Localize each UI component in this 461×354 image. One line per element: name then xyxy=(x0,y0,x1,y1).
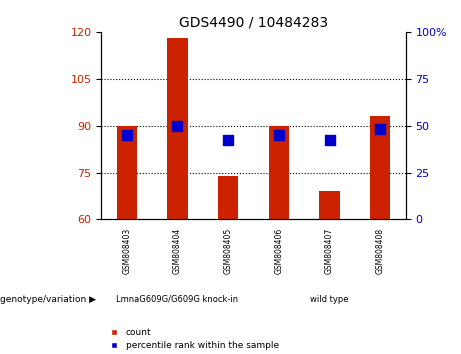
Title: GDS4490 / 10484283: GDS4490 / 10484283 xyxy=(179,15,328,29)
Point xyxy=(225,137,232,143)
Text: GSM808408: GSM808408 xyxy=(376,228,385,274)
Point xyxy=(123,132,130,138)
Text: GSM808407: GSM808407 xyxy=(325,228,334,274)
Point xyxy=(275,132,283,138)
Text: GSM808406: GSM808406 xyxy=(274,228,284,274)
Point xyxy=(377,126,384,132)
Bar xyxy=(117,126,137,219)
Bar xyxy=(218,176,238,219)
Text: GSM808403: GSM808403 xyxy=(122,228,131,274)
Text: wild type: wild type xyxy=(310,295,349,304)
Text: GSM808404: GSM808404 xyxy=(173,228,182,274)
Point xyxy=(174,123,181,129)
Bar xyxy=(269,126,289,219)
Bar xyxy=(319,191,340,219)
Bar xyxy=(167,38,188,219)
Text: GSM808405: GSM808405 xyxy=(224,228,233,274)
Legend: count, percentile rank within the sample: count, percentile rank within the sample xyxy=(101,324,283,354)
Bar xyxy=(370,116,390,219)
Text: genotype/variation ▶: genotype/variation ▶ xyxy=(0,295,96,304)
Point xyxy=(326,137,333,143)
Text: LmnaG609G/G609G knock-in: LmnaG609G/G609G knock-in xyxy=(117,295,238,304)
